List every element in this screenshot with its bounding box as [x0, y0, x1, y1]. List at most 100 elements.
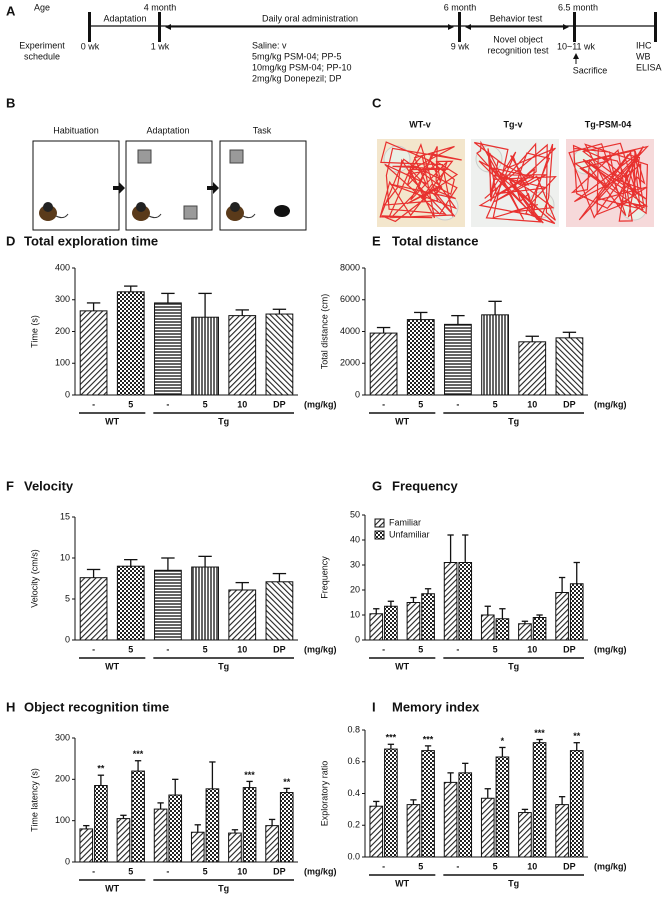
bar	[369, 332, 398, 396]
bar	[79, 577, 108, 641]
dose-label: Saline: v	[252, 40, 287, 50]
x-tick-label: 5	[128, 399, 133, 409]
bar	[421, 593, 435, 641]
x-tick-label: DP	[273, 866, 286, 876]
bar	[116, 565, 145, 641]
x-tick-label: 5	[418, 644, 423, 654]
y-tick-label: 100	[55, 815, 70, 825]
x-tick-label: -	[456, 399, 459, 409]
legend-label: Unfamiliar	[389, 529, 430, 539]
timeline-bar	[88, 12, 91, 42]
chart-title: Memory index	[392, 699, 480, 714]
bar	[228, 315, 257, 396]
mouse-head	[136, 202, 146, 212]
group-label: Tg-v	[504, 119, 523, 129]
legend-swatch	[374, 530, 385, 540]
x-tick-label: 5	[418, 399, 423, 409]
age-mark: 6.5 month	[558, 2, 598, 12]
y-tick-label: 2000	[340, 358, 360, 368]
x-tick-label: 5	[128, 866, 133, 876]
y-tick-label: 10	[60, 552, 70, 562]
bar	[406, 602, 421, 641]
significance: ***	[423, 734, 434, 744]
dose-label: 5mg/kg PSM-04; PP-5	[252, 51, 342, 61]
bar	[369, 805, 384, 858]
x-tick-label: 10	[237, 399, 247, 409]
x-tick-label: -	[166, 399, 169, 409]
chart-title: Total distance	[392, 233, 478, 248]
bar	[154, 302, 182, 396]
x-tick-label: 5	[493, 861, 498, 871]
y-tick-label: 20	[350, 584, 360, 594]
unit-label: (mg/kg)	[594, 399, 627, 409]
week-label: 9 wk	[451, 41, 470, 51]
dose-label: 2mg/kg Donepezil; DP	[252, 73, 342, 83]
object	[274, 205, 290, 217]
stage-label: Adaptation	[146, 125, 189, 135]
bar	[480, 797, 495, 858]
object	[183, 205, 198, 220]
group-label: Tg	[508, 416, 519, 426]
y-tick-label: 30	[350, 559, 360, 569]
bar	[190, 831, 205, 863]
group-label: WT	[105, 883, 119, 893]
x-tick-label: 5	[493, 644, 498, 654]
y-tick-label: 300	[55, 732, 70, 742]
x-tick-label: 10	[527, 861, 537, 871]
bar	[384, 748, 398, 858]
panel-letter: H	[6, 699, 15, 714]
bar	[153, 808, 168, 863]
x-tick-label: -	[166, 644, 169, 654]
bar	[458, 562, 473, 641]
legend-swatch	[374, 518, 385, 528]
bar	[369, 613, 384, 641]
bar	[443, 781, 458, 858]
y-tick-label: 8000	[340, 262, 360, 272]
y-tick-label: 0.8	[347, 724, 360, 734]
y-tick-label: 50	[350, 509, 360, 519]
week-label: 0 wk	[81, 41, 100, 51]
timeline-bar	[654, 12, 657, 42]
x-tick-label: -	[166, 866, 169, 876]
y-tick-label: 100	[55, 358, 70, 368]
bar	[168, 794, 183, 863]
week-label: 1 wk	[151, 41, 170, 51]
mouse-head	[230, 202, 240, 212]
x-tick-label: 5	[203, 866, 208, 876]
group-label: WT	[105, 416, 119, 426]
mouse-head	[43, 202, 53, 212]
y-tick-label: 4000	[340, 326, 360, 336]
y-tick-label: 0	[65, 389, 70, 399]
bar	[191, 316, 219, 396]
mouse-tail	[242, 213, 256, 219]
timeline-bar	[458, 12, 461, 42]
y-tick-label: 200	[55, 326, 70, 336]
bar	[495, 618, 510, 641]
group-label: Tg-PSM-04	[585, 119, 632, 129]
x-tick-label: 5	[203, 399, 208, 409]
schedule-label: schedule	[24, 51, 60, 61]
panel-letter: F	[6, 478, 14, 493]
bar	[458, 772, 473, 858]
panel-letter: I	[372, 699, 376, 714]
bar	[191, 566, 219, 641]
x-tick-label: 10	[237, 866, 247, 876]
y-tick-label: 0.0	[347, 851, 360, 861]
bar	[242, 787, 257, 863]
bar	[555, 337, 584, 396]
bar	[94, 785, 108, 863]
bar	[384, 605, 398, 641]
x-tick-label: DP	[273, 644, 286, 654]
bar	[518, 812, 532, 858]
bar	[555, 592, 569, 641]
timeline-bar	[158, 12, 161, 42]
x-tick-label: -	[382, 861, 385, 871]
x-tick-label: -	[92, 644, 95, 654]
unit-label: (mg/kg)	[304, 866, 337, 876]
bar	[444, 323, 472, 396]
bar	[532, 742, 547, 858]
x-tick-label: -	[456, 861, 459, 871]
bar	[131, 770, 145, 863]
bar	[265, 581, 294, 641]
y-tick-label: 0	[355, 389, 360, 399]
